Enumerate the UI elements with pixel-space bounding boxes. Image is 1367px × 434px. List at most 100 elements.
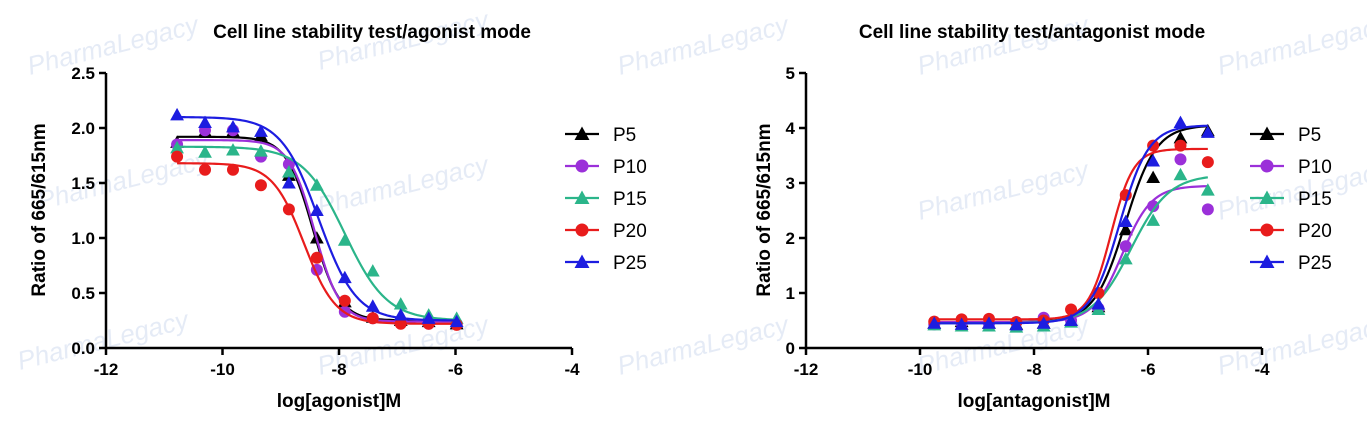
data-point <box>449 314 464 328</box>
data-point <box>1201 156 1214 169</box>
data-point <box>1118 214 1133 228</box>
data-point <box>282 158 295 171</box>
chart-title: Cell line stability test/antagonist mode <box>859 22 1205 43</box>
data-point <box>309 203 324 217</box>
y-tick-label: 2.0 <box>71 119 95 138</box>
watermark-text: PharmaLegacy <box>314 149 493 221</box>
data-point <box>1173 115 1188 129</box>
data-point <box>282 165 296 178</box>
data-point <box>337 270 352 284</box>
y-tick-label: 1 <box>786 284 795 303</box>
data-point <box>282 203 295 216</box>
legend-label: P10 <box>613 157 647 178</box>
data-point <box>1173 167 1188 181</box>
y-tick-label: 3 <box>786 174 795 193</box>
y-tick-label: 4 <box>786 119 796 138</box>
y-tick-label: 2.5 <box>71 64 95 83</box>
data-point <box>1146 213 1161 226</box>
data-point <box>171 150 184 163</box>
legend-marker <box>574 254 590 268</box>
legend-marker <box>1260 223 1274 237</box>
data-point <box>198 115 212 129</box>
data-point <box>170 140 184 154</box>
data-point <box>1201 203 1214 216</box>
watermark-text: PharmaLegacy <box>34 144 213 216</box>
y-tick-label: 0 <box>786 339 795 358</box>
legend-marker <box>574 126 590 140</box>
data-point <box>393 308 408 321</box>
x-tick-label: -8 <box>1026 360 1041 379</box>
data-point <box>366 312 379 325</box>
y-axis-label: Ratio of 665/615nm <box>29 123 50 296</box>
series-p5 <box>927 123 1215 330</box>
legend-label: P10 <box>1298 157 1332 178</box>
data-point <box>394 317 407 330</box>
legend-item-p15: P15 <box>565 189 647 210</box>
data-point <box>199 163 212 176</box>
data-point <box>309 178 324 191</box>
antagonist-chart: Cell line stability test/antagonist mode… <box>754 22 1332 412</box>
legend-marker <box>1260 159 1274 173</box>
data-point <box>1146 154 1161 167</box>
y-tick-label: 1.0 <box>71 229 95 248</box>
legend: P5 P10 P15 P20 P25 <box>1250 125 1332 274</box>
legend: P5 P10 P15 P20 P25 <box>565 125 647 274</box>
series-p20 <box>171 150 463 331</box>
y-tick-label: 1.5 <box>71 174 95 193</box>
legend-marker <box>1259 126 1275 140</box>
fit-curve <box>177 139 457 323</box>
legend-item-p25: P25 <box>1250 253 1332 274</box>
legend-item-p20: P20 <box>565 221 647 242</box>
data-point <box>1118 222 1133 236</box>
series-p25 <box>170 107 464 328</box>
legend-label: P15 <box>613 189 647 210</box>
data-point <box>226 120 240 133</box>
fit-curve <box>177 162 457 325</box>
data-point <box>1147 200 1160 213</box>
data-point <box>1119 240 1132 253</box>
agonist-chart: Cell line stability test/agonist mode -1… <box>29 22 647 412</box>
watermark-text: PharmaLegacy <box>914 154 1093 226</box>
legend-item-p5: P5 <box>1250 125 1321 146</box>
watermark-text: PharmaLegacy <box>614 9 793 81</box>
watermark-text: PharmaLegacy <box>614 309 793 381</box>
data-point <box>954 317 969 330</box>
data-point <box>982 316 996 329</box>
legend-marker <box>1259 254 1275 268</box>
legend-item-p10: P10 <box>1250 157 1332 178</box>
x-tick-label: -12 <box>794 360 819 379</box>
legend-item-p5: P5 <box>565 125 636 146</box>
y-axis-label: Ratio of 665/615nm <box>754 123 775 296</box>
data-point <box>1174 139 1187 152</box>
data-point <box>310 251 323 264</box>
data-point <box>226 163 239 176</box>
data-point <box>338 294 351 307</box>
x-axis-label: log[agonist]M <box>277 391 402 412</box>
data-point <box>254 144 268 157</box>
data-point <box>1200 125 1215 138</box>
data-point <box>421 311 436 324</box>
x-tick-label: -6 <box>1140 360 1155 379</box>
watermark-text: PharmaLegacy <box>914 9 1093 81</box>
legend-item-p15: P15 <box>1250 189 1332 210</box>
x-tick-label: -10 <box>908 360 933 379</box>
legend-label: P25 <box>613 253 647 274</box>
data-point <box>1009 318 1024 331</box>
data-point <box>1174 153 1187 166</box>
watermark-text: PharmaLegacy <box>24 9 203 81</box>
series-p10 <box>171 124 463 330</box>
data-point <box>1064 313 1078 327</box>
plot-area: -12 -10 -8 -6 -4 0 1 2 3 4 5 <box>786 64 1271 379</box>
data-point <box>337 233 352 246</box>
watermark-text: PharmaLegacy <box>1214 154 1367 226</box>
x-tick-label: -4 <box>1254 360 1270 379</box>
series-p5 <box>170 124 464 330</box>
data-point <box>1118 252 1133 265</box>
x-tick-label: -8 <box>331 360 346 379</box>
watermark-text: PharmaLegacy <box>1214 309 1367 381</box>
data-point <box>1065 303 1078 316</box>
legend-label: P5 <box>1298 125 1321 146</box>
fit-curve <box>934 124 1208 325</box>
fit-curve <box>934 125 1208 324</box>
